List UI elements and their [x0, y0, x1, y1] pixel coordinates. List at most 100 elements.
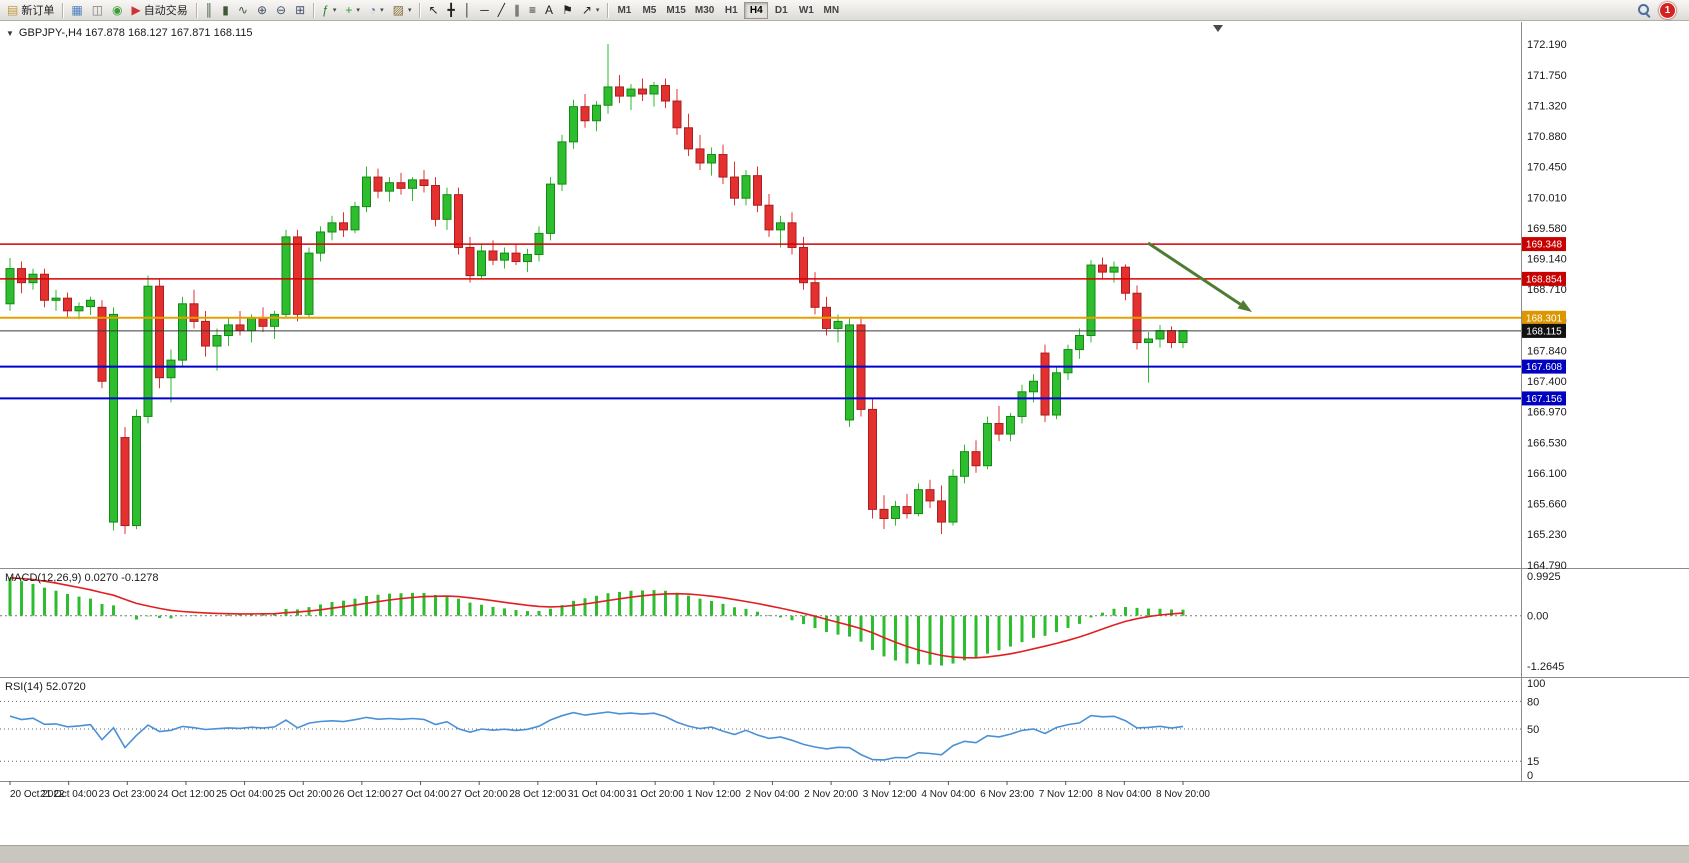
crosshair-button[interactable]: ╋: [444, 1, 459, 19]
svg-text:171.320: 171.320: [1527, 100, 1567, 112]
svg-text:31 Oct 20:00: 31 Oct 20:00: [627, 789, 685, 800]
indicators-icon: ƒ: [322, 3, 329, 17]
svg-text:170.450: 170.450: [1527, 162, 1567, 174]
trendline-button[interactable]: ╱: [494, 1, 509, 19]
price-chart[interactable]: 172.190 171.750 171.320 170.880 170.450 170.0…: [0, 22, 1689, 803]
toolbar-separator: [419, 2, 421, 18]
candlestick-mode-icon: ▮: [222, 3, 229, 17]
price-tag-label: 169.348: [1526, 240, 1563, 251]
charts-window-button[interactable]: ▦: [67, 1, 86, 19]
vertical-line-button[interactable]: │: [460, 1, 476, 19]
svg-text:7 Nov 12:00: 7 Nov 12:00: [1039, 789, 1093, 800]
timeframe-mn-button[interactable]: MN: [819, 2, 843, 19]
rsi-label: RSI(14) 52.0720: [5, 681, 86, 693]
candlestick-mode-button[interactable]: ▮: [218, 1, 233, 19]
svg-text:25 Oct 20:00: 25 Oct 20:00: [275, 789, 333, 800]
fibonacci-button[interactable]: ≡: [525, 1, 540, 19]
trend-arrow-head[interactable]: [1237, 300, 1252, 312]
chart-shift-marker[interactable]: [1213, 25, 1223, 32]
svg-text:2 Nov 04:00: 2 Nov 04:00: [745, 789, 799, 800]
svg-text:24 Oct 12:00: 24 Oct 12:00: [157, 789, 215, 800]
svg-text:31 Oct 04:00: 31 Oct 04:00: [568, 789, 626, 800]
svg-text:170.880: 170.880: [1527, 131, 1567, 143]
svg-text:167.840: 167.840: [1527, 345, 1567, 357]
candles-layer[interactable]: [5, 44, 1188, 535]
chart-header: ▼ GBPJPY-,H4 167.878 168.127 167.871 168…: [6, 27, 253, 39]
bar-chart-mode-button[interactable]: ║: [201, 1, 218, 19]
svg-text:166.100: 166.100: [1527, 468, 1567, 480]
timeframe-m30-button[interactable]: M30: [691, 2, 718, 19]
toolbar-separator: [607, 2, 609, 18]
svg-text:8 Nov 04:00: 8 Nov 04:00: [1097, 789, 1151, 800]
timeframe-w1-button[interactable]: W1: [794, 2, 818, 19]
svg-text:2 Nov 20:00: 2 Nov 20:00: [804, 789, 858, 800]
equidistant-channel-button[interactable]: ∥: [510, 1, 524, 19]
timeframe-h1-button[interactable]: H1: [719, 2, 743, 19]
profiles-icon: ◫: [91, 3, 104, 17]
trend-arrow-object[interactable]: [1147, 241, 1242, 306]
new-order-icon: ▤: [7, 3, 19, 17]
rsi-pane[interactable]: 100 80 50 15 0: [0, 678, 1545, 782]
templates-button[interactable]: ▨ ▾: [389, 1, 416, 19]
chart-window[interactable]: 172.190 171.750 171.320 170.880 170.450 170.0…: [0, 22, 1689, 845]
zoom-out-button[interactable]: ⊖: [272, 1, 290, 19]
timeframe-d1-button[interactable]: D1: [769, 2, 793, 19]
periods-caret: ▾: [380, 7, 384, 14]
timeframe-toolbar: M1 M5 M15 M30 H1 H4 D1 W1 MN: [612, 1, 843, 19]
macd-pane[interactable]: 0.9925 0.00 -1.2645: [0, 571, 1564, 673]
templates-caret: ▾: [407, 7, 412, 14]
notification-badge[interactable]: 1: [1659, 1, 1676, 19]
arrows-button[interactable]: ↗ ▾: [578, 1, 604, 19]
toolbar-separator: [62, 2, 64, 18]
svg-text:166.530: 166.530: [1527, 437, 1567, 449]
autotrading-button[interactable]: ▶ 自动交易: [128, 1, 192, 19]
timeframe-m5-button[interactable]: M5: [637, 2, 661, 19]
one-click-arrow-icon[interactable]: ▼: [6, 28, 14, 38]
add-indicator-button[interactable]: + ▾: [341, 1, 364, 19]
cursor-button[interactable]: ↖: [424, 1, 442, 19]
arrows-icon: ↗: [581, 3, 592, 17]
horizontal-line-button[interactable]: ─: [476, 1, 493, 19]
price-axis[interactable]: 172.190 171.750 171.320 170.880 170.450 170.0…: [1527, 39, 1567, 572]
periods-button[interactable]: ◔ ▾: [365, 1, 388, 19]
indicators-button[interactable]: ƒ ▾: [318, 1, 340, 19]
svg-text:20 Oct 2022: 20 Oct 2022: [10, 789, 65, 800]
svg-text:28 Oct 12:00: 28 Oct 12:00: [509, 789, 567, 800]
price-tag: [1522, 271, 1566, 286]
svg-text:23 Oct 23:00: 23 Oct 23:00: [99, 789, 157, 800]
trendline-icon: ╱: [497, 3, 506, 17]
timeframe-m1-button[interactable]: M1: [612, 2, 636, 19]
svg-text:26 Oct 12:00: 26 Oct 12:00: [333, 789, 391, 800]
periods-icon: ◔: [368, 3, 377, 17]
svg-text:27 Oct 20:00: 27 Oct 20:00: [451, 789, 509, 800]
equidistant-channel-icon: ∥: [514, 3, 521, 17]
tile-windows-icon: ⊞: [295, 3, 306, 17]
toolbar: ▤ 新订单 ▦ ◫ ◉ ▶ 自动交易 ║ ▮ ∿ ⊕ ⊖ ⊞ ƒ ▾ + ▾ ◔ ▾ ▨ ▾ ↖ ╋ │ ─ ╱ ∥ ≡ A ⚑ ↗ ▾ M1…: [0, 0, 1689, 21]
text-label-button[interactable]: ⚑: [558, 1, 577, 19]
price-tag-label: 168.115: [1526, 326, 1562, 337]
price-tag-label: 168.854: [1526, 274, 1563, 285]
tile-windows-button[interactable]: ⊞: [291, 1, 309, 19]
price-tag: [1522, 391, 1566, 406]
zoom-in-icon: ⊕: [256, 3, 267, 17]
timeframe-m15-button[interactable]: M15: [662, 2, 689, 19]
profiles-button[interactable]: ◫: [88, 1, 107, 19]
symbol-ohlc-label: GBPJPY-,H4 167.878 168.127 167.871 168.1…: [18, 27, 253, 39]
timeframe-h4-button[interactable]: H4: [744, 1, 769, 19]
data-window-icon: ◉: [112, 3, 123, 17]
svg-text:0.9925: 0.9925: [1527, 571, 1561, 583]
line-chart-mode-button[interactable]: ∿: [234, 1, 252, 19]
text-button[interactable]: A: [541, 1, 557, 19]
svg-text:15: 15: [1527, 756, 1539, 768]
data-window-button[interactable]: ◉: [108, 1, 126, 19]
price-tag-label: 167.156: [1526, 394, 1563, 405]
search-icon[interactable]: [1638, 3, 1651, 17]
svg-text:0.00: 0.00: [1527, 611, 1548, 623]
fibonacci-icon: ≡: [529, 3, 537, 17]
toolbar-buttons: ▤ 新订单 ▦ ◫ ◉ ▶ 自动交易 ║ ▮ ∿ ⊕ ⊖ ⊞ ƒ ▾ + ▾ ◔ ▾ ▨ ▾ ↖ ╋ │ ─ ╱ ∥ ≡ A ⚑ ↗ ▾: [3, 1, 611, 19]
svg-text:169.140: 169.140: [1527, 254, 1567, 266]
zoom-in-button[interactable]: ⊕: [253, 1, 271, 19]
new-order-button[interactable]: ▤ 新订单: [3, 1, 58, 19]
autotrading-label: 自动交易: [143, 5, 188, 17]
